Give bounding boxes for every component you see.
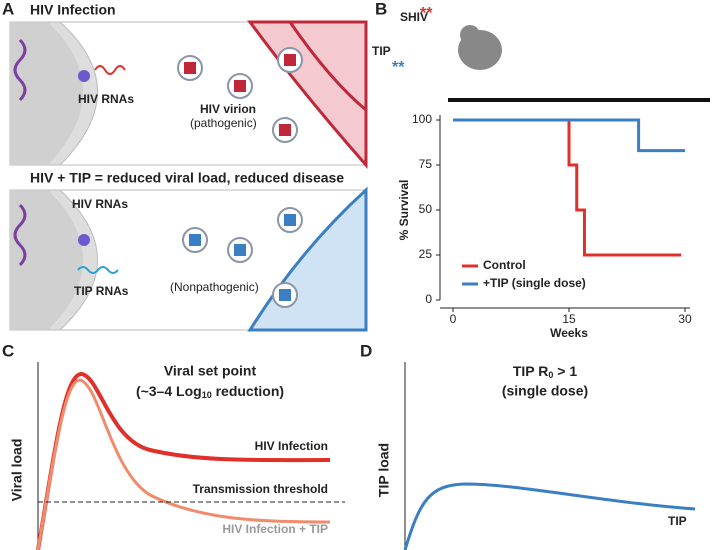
title: HIV + TIP = reduced viral load, reduced … xyxy=(30,170,344,186)
curve-label: HIV Infection xyxy=(255,439,328,453)
panel-d: D TIP R0 > 1 (single dose) TIP load TIP xyxy=(360,341,696,550)
y-axis-label: Viral load xyxy=(9,439,25,502)
curve-label: HIV Infection + TIP xyxy=(222,522,328,536)
x-tick-label: 15 xyxy=(562,312,576,326)
panel-label: B xyxy=(375,0,387,18)
ribosome xyxy=(78,234,90,246)
subscript: 10 xyxy=(202,390,212,400)
title-part: > 1 xyxy=(553,363,577,379)
nucleus xyxy=(10,190,83,330)
curve-label: TIP xyxy=(668,514,687,528)
title: HIV Infection xyxy=(30,2,116,18)
virion-note: (Nonpathogenic) xyxy=(170,280,259,294)
macaque-head xyxy=(460,25,480,45)
panel-label: D xyxy=(360,341,372,360)
shiv-mark: ** xyxy=(420,5,433,22)
panel-label: C xyxy=(2,341,14,360)
membrane xyxy=(288,21,367,112)
title: (single dose) xyxy=(502,383,588,399)
title: TIP R0 > 1 xyxy=(513,363,578,381)
y-tick-label: 50 xyxy=(419,202,433,216)
virion-cores xyxy=(184,54,296,136)
rna-label: HIV RNAs xyxy=(78,92,134,106)
y-tick-label: 25 xyxy=(419,247,433,261)
tip-rna-label: TIP RNAs xyxy=(74,284,129,298)
y-tick-label: 0 xyxy=(425,292,432,306)
rna-label: HIV RNAs xyxy=(72,197,128,211)
x-tick-label: 30 xyxy=(678,312,692,326)
curve xyxy=(36,378,331,550)
title: (~3–4 Log10 reduction) xyxy=(136,383,284,401)
ribosome xyxy=(78,70,90,82)
subscript: 0 xyxy=(548,370,553,380)
legend-label: +TIP (single dose) xyxy=(483,276,586,290)
y-axis-label: TIP load xyxy=(376,443,392,497)
virion-note: (pathogenic) xyxy=(190,116,257,130)
survival-line xyxy=(453,118,685,153)
panel-a: A HIV Infection HIV RNAs HIV virion (pat… xyxy=(2,0,368,332)
dna xyxy=(13,203,27,267)
tip-label: TIP xyxy=(372,44,391,58)
title: Viral set point xyxy=(164,363,257,379)
curve xyxy=(403,482,696,550)
legend-label: Control xyxy=(483,258,526,272)
y-axis-label: % Survival xyxy=(397,180,411,241)
tip-rna xyxy=(77,266,119,274)
tip-mark: ** xyxy=(392,59,405,76)
threshold-label: Transmission threshold xyxy=(193,482,328,496)
x-axis-label: Weeks xyxy=(550,326,588,340)
title-part: reduction) xyxy=(212,383,284,399)
title-part: (~3–4 Log xyxy=(136,383,202,399)
virion-label: HIV virion xyxy=(200,102,256,116)
panel-label: A xyxy=(2,0,14,18)
y-tick-label: 75 xyxy=(419,157,433,171)
survival-line xyxy=(453,118,682,257)
shiv-label: SHIV xyxy=(400,10,428,24)
rna xyxy=(94,65,126,75)
panel-c: C Viral set point (~3–4 Log10 reduction)… xyxy=(2,341,345,550)
title-part: TIP R xyxy=(513,363,549,379)
nucleus xyxy=(10,22,83,165)
y-tick-label: 100 xyxy=(412,112,432,126)
virion-cores xyxy=(189,214,296,301)
dna xyxy=(13,38,27,102)
x-tick-label: 0 xyxy=(450,312,457,326)
